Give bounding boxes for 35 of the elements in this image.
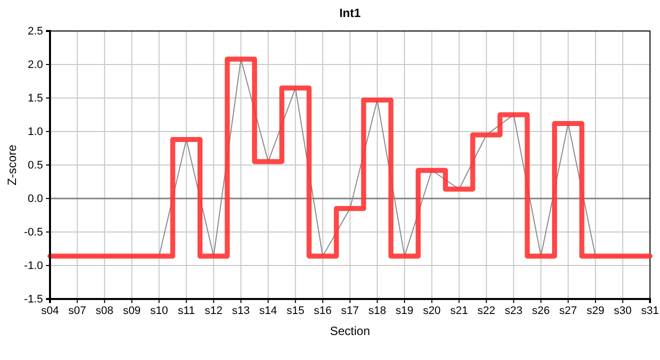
y-tick-label: 1.5 <box>28 92 43 105</box>
y-tick-label: -1.0 <box>24 260 43 272</box>
x-tick-label: s30 <box>614 304 632 317</box>
x-tick-label: s13 <box>232 304 250 317</box>
y-axis-title: Z-score <box>5 144 19 186</box>
x-axis-title: Section <box>330 324 370 338</box>
x-tick-label: s21 <box>450 304 468 317</box>
x-tick-label: s07 <box>68 304 86 317</box>
x-tick-label: s15 <box>286 304 304 317</box>
x-tick-label: s19 <box>396 304 414 317</box>
y-tick-label: -1.5 <box>24 294 43 306</box>
y-tick-label: -0.5 <box>24 226 43 239</box>
x-tick-label: s09 <box>122 304 141 317</box>
x-tick-label: s17 <box>341 304 359 317</box>
x-tick-label: s12 <box>204 304 223 317</box>
y-tick-label: 0.0 <box>28 193 43 206</box>
x-tick-label: s26 <box>532 304 550 317</box>
x-tick-label: s20 <box>422 304 441 317</box>
x-tick-label: s10 <box>150 304 168 317</box>
x-tick-label: s11 <box>178 304 195 317</box>
x-tick-label: s04 <box>41 304 59 317</box>
chart-title: Int1 <box>339 6 361 20</box>
x-tick-label: s08 <box>96 304 114 317</box>
y-tick-label: 2.5 <box>28 26 43 38</box>
x-tick-label: s23 <box>504 304 523 317</box>
x-tick-label: s14 <box>259 304 278 317</box>
x-tick-label: s16 <box>314 304 332 317</box>
y-tick-label: 1.0 <box>28 126 43 138</box>
y-tick-label: 2.0 <box>28 59 43 72</box>
x-tick-label: s18 <box>368 304 386 317</box>
x-tick-label: s31 <box>641 304 659 317</box>
x-tick-label: s27 <box>559 304 578 317</box>
x-tick-label: s29 <box>586 304 604 317</box>
y-tick-label: 0.5 <box>28 160 43 172</box>
x-tick-label: s22 <box>477 304 496 317</box>
